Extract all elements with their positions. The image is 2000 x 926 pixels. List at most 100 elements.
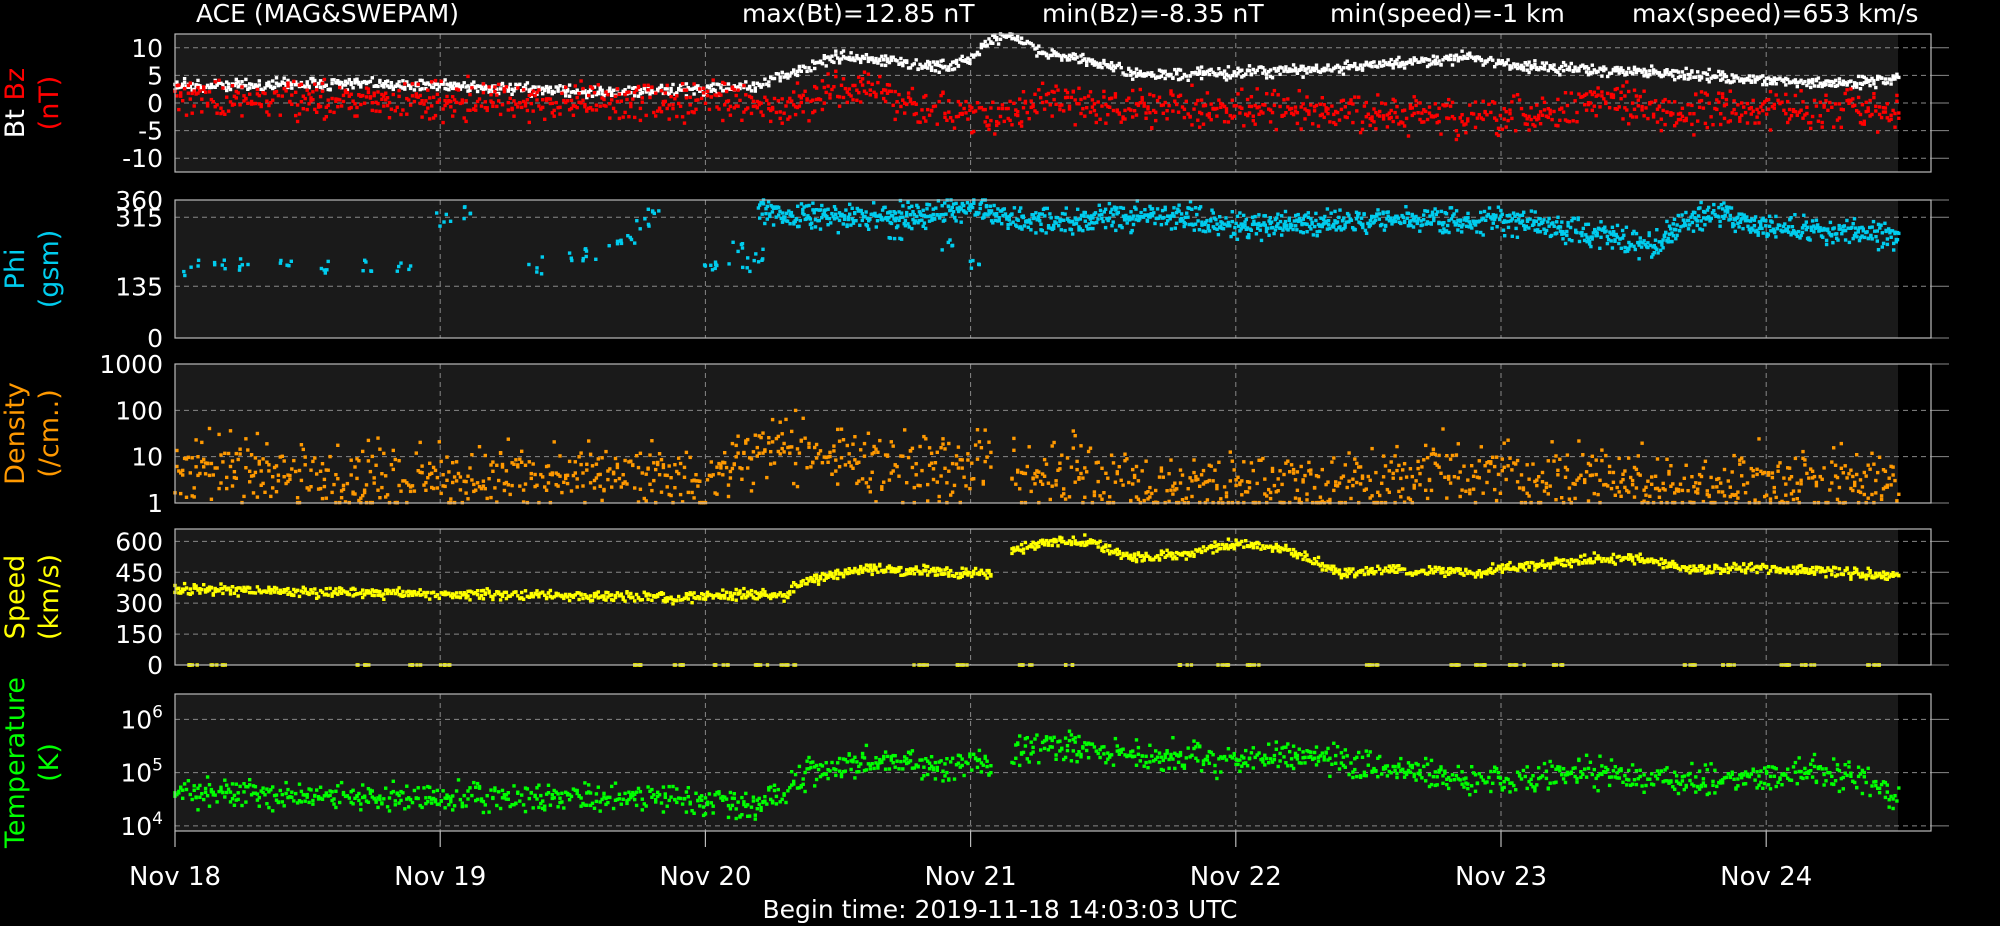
data-point [577, 91, 581, 96]
y-axis-label-unit: (nT) [34, 76, 65, 131]
data-point [428, 117, 432, 121]
data-point [1115, 206, 1119, 210]
data-point [1351, 102, 1355, 106]
data-point [994, 214, 999, 218]
data-point [205, 83, 210, 88]
data-point [458, 488, 463, 492]
data-point [219, 481, 223, 485]
data-point [947, 68, 951, 72]
data-point [1357, 211, 1361, 216]
data-point [746, 256, 750, 260]
data-point [1294, 224, 1298, 228]
data-point [686, 490, 690, 495]
data-point [1102, 61, 1106, 65]
data-point [1664, 231, 1668, 235]
data-point [709, 89, 713, 93]
data-point [246, 448, 250, 452]
data-point [1106, 104, 1110, 109]
data-point [412, 489, 417, 493]
data-point [1272, 66, 1277, 71]
data-point [776, 99, 780, 103]
data-point [1063, 212, 1067, 216]
data-point [778, 75, 782, 79]
data-point [487, 90, 491, 94]
data-point [309, 468, 313, 472]
data-point [562, 480, 566, 484]
data-point [950, 243, 955, 248]
data-point [830, 211, 834, 216]
data-point [369, 269, 373, 273]
data-point [424, 82, 428, 86]
data-point [1737, 225, 1741, 229]
data-point [1640, 108, 1644, 112]
data-point [1217, 67, 1221, 71]
data-point [811, 201, 815, 205]
data-point [1441, 231, 1445, 235]
data-point [797, 94, 802, 98]
data-point [981, 44, 985, 48]
data-point [1570, 239, 1574, 243]
data-point [1404, 61, 1409, 66]
data-point [1800, 226, 1805, 230]
data-point [993, 35, 997, 39]
data-point [1439, 209, 1444, 214]
data-point [678, 461, 683, 466]
data-point [964, 99, 968, 104]
data-point [1484, 218, 1488, 222]
data-point [678, 104, 683, 108]
data-point [414, 83, 418, 88]
data-point [812, 208, 816, 212]
data-point [600, 88, 604, 92]
data-point [544, 85, 549, 90]
data-point [650, 488, 654, 493]
data-point [259, 104, 263, 109]
data-point [1686, 218, 1691, 223]
data-point [376, 101, 380, 106]
data-point [1372, 120, 1376, 124]
data-point [1515, 93, 1520, 97]
data-point [1568, 225, 1573, 230]
data-point [1267, 70, 1271, 74]
data-point [382, 82, 386, 86]
data-point [1395, 104, 1399, 109]
data-point [935, 60, 939, 64]
data-point [324, 83, 328, 87]
data-point [510, 483, 514, 488]
y-axis-label-part: Phi [0, 249, 31, 290]
data-point [1781, 224, 1786, 229]
data-point [673, 92, 677, 96]
data-point [1465, 224, 1469, 228]
data-point [1860, 122, 1865, 126]
data-point [200, 85, 204, 90]
data-point [439, 82, 443, 86]
data-point [801, 208, 805, 212]
data-point [646, 83, 650, 87]
data-point [470, 82, 474, 86]
stat-max-bt: max(Bt)=12.85 nT [742, 0, 975, 28]
data-point [1690, 213, 1694, 217]
data-point [1178, 77, 1183, 81]
y-tick-label: -10 [122, 144, 163, 173]
data-point [226, 109, 231, 113]
data-point [1696, 214, 1701, 218]
data-point [1228, 113, 1232, 118]
data-point [1138, 217, 1142, 221]
data-point [1406, 211, 1411, 216]
data-point [953, 216, 957, 220]
data-point [1330, 69, 1334, 73]
data-point [1764, 98, 1769, 102]
data-point [359, 102, 363, 107]
data-point [1627, 122, 1631, 126]
data-point [1252, 219, 1256, 223]
data-point [571, 103, 576, 108]
data-point [1429, 115, 1434, 119]
data-point [987, 209, 991, 213]
data-point [1500, 212, 1504, 216]
data-point [483, 84, 487, 88]
data-point [1502, 107, 1506, 111]
data-point [590, 94, 595, 98]
data-point [1389, 63, 1393, 67]
data-point [1176, 94, 1181, 99]
data-point [761, 247, 765, 251]
data-point [182, 80, 187, 85]
